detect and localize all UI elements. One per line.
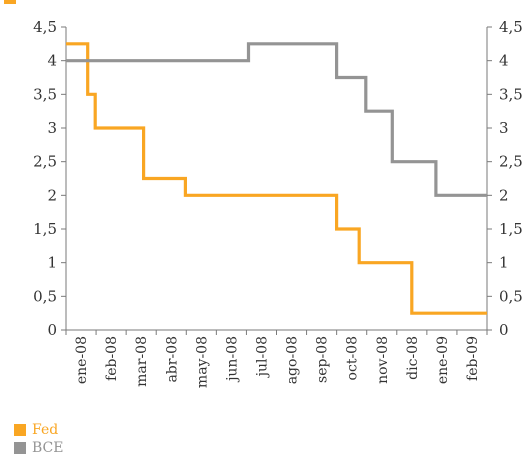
x-tick-label: nov-08: [375, 336, 391, 384]
y-tick-label-left: 0: [47, 321, 57, 339]
x-tick-label: mar-08: [134, 336, 150, 387]
y-tick-label-right: 2,5: [499, 153, 523, 171]
y-tick-label-left: 1,5: [33, 220, 57, 238]
y-tick-label-left: 2: [47, 186, 57, 204]
series-line-bce: [66, 42, 487, 197]
x-tick-label: oct-08: [345, 336, 361, 380]
y-tick-label-right: 0,5: [499, 287, 523, 305]
y-tick-label-left: 3: [47, 119, 57, 137]
legend-swatch-fed: [14, 424, 26, 436]
y-tick-label-right: 2: [499, 186, 509, 204]
legend-item-bce: BCE: [14, 440, 63, 456]
y-tick-label-right: 1,5: [499, 220, 523, 238]
y-tick-label-left: 0,5: [33, 287, 57, 305]
legend-item-fed: Fed: [14, 422, 58, 438]
y-tick-label-right: 0: [499, 321, 509, 339]
y-tick-label-right: 4,5: [499, 18, 523, 36]
legend-swatch-bce: [14, 442, 26, 454]
x-tick-label: jun-08: [224, 336, 240, 383]
y-tick-label-left: 4: [47, 52, 57, 70]
x-tick-label: ene-08: [74, 336, 90, 384]
x-tick-label: ene-09: [435, 336, 451, 384]
x-tick-label: feb-08: [104, 336, 120, 381]
y-tick-label-right: 1: [499, 254, 509, 272]
x-tick-label: may-08: [194, 336, 210, 388]
x-tick-label: dic-08: [405, 336, 421, 380]
title-accent-bar: [4, 0, 16, 4]
y-tick-label-left: 4,5: [33, 18, 57, 36]
y-tick-label-left: 2,5: [33, 153, 57, 171]
x-tick-label: feb-09: [465, 336, 481, 381]
y-tick-label-left: 3,5: [33, 85, 57, 103]
x-tick-label: ago-08: [285, 336, 301, 384]
x-tick-label: jul-08: [254, 336, 270, 378]
x-tick-label: abr-08: [164, 336, 180, 383]
y-tick-label-right: 3: [499, 119, 509, 137]
legend-label-bce: BCE: [32, 440, 64, 456]
x-tick-label: sep-08: [315, 336, 331, 383]
y-tick-label-right: 4: [499, 52, 509, 70]
y-tick-label-right: 3,5: [499, 85, 523, 103]
y-tick-label-left: 1: [47, 254, 57, 272]
legend-label-fed: Fed: [32, 422, 59, 438]
series-line-fed: [66, 42, 487, 315]
